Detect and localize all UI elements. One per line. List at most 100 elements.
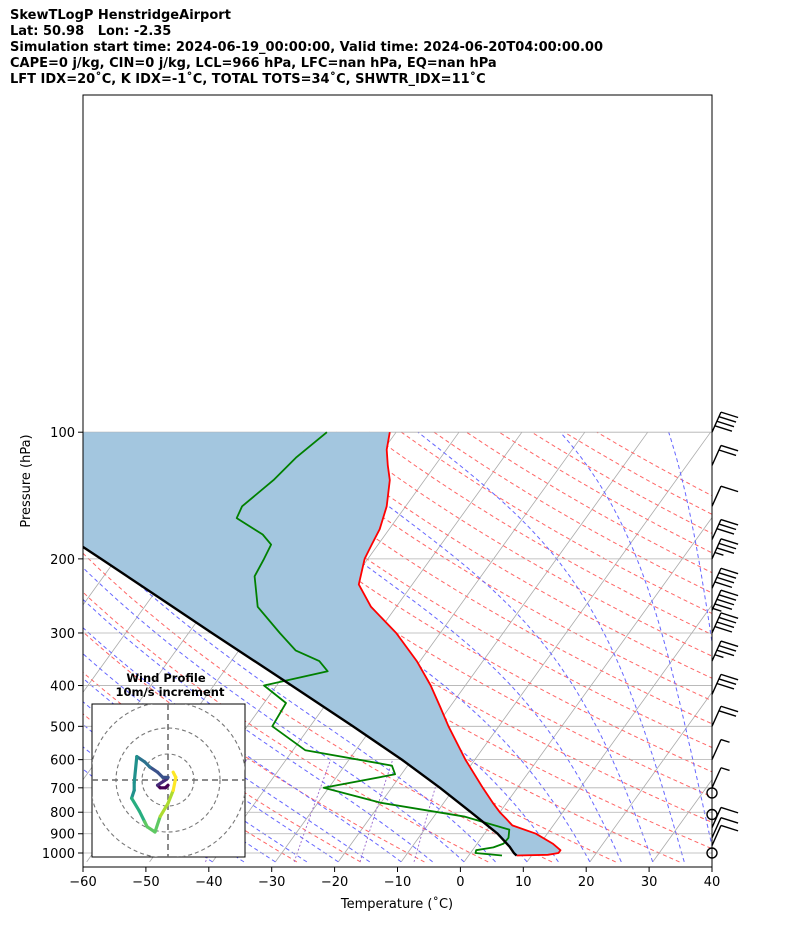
barb-staff [711,825,722,846]
dry-adiabat-line [205,431,712,749]
moist-adiabat-line [202,431,622,863]
barb-flag-full [716,420,735,428]
moist-adiabat-line [668,432,712,646]
barb-staff [711,485,722,507]
x-tick-label: −20 [321,875,348,890]
hodograph-subtitle: 10m/s increment [116,685,225,699]
wind-barb [706,787,718,799]
y-tick-label: 1000 [42,847,75,862]
axes: −60 −50 −40 −30 −20 −10 0 10 20 30 40 1000 900 800 700… [42,426,720,890]
moist-adiabat-line [740,432,778,862]
cape-cin-shading [83,432,561,856]
barb-flag-full [714,625,733,633]
y-tick-label: 200 [50,553,75,568]
wind-barb [711,767,730,789]
x-axis-label: Temperature (˚C) [340,896,453,912]
barb-flag-full [718,416,737,423]
barb-staff [711,411,722,433]
moist-adiabat-line [83,627,402,863]
hodograph-segment [166,788,175,806]
moist-adiabat-line [83,653,370,863]
barb-staff [711,767,722,789]
barb-flag-full [720,824,739,832]
x-tick-label: −50 [132,875,159,890]
barb-flag-full [720,589,739,597]
hodograph-segment [158,801,170,819]
y-axis-label: Pressure (hPa) [19,434,34,527]
moist-adiabat-line [83,437,559,863]
dry-adiabat-line [531,431,712,534]
x-tick-label: 20 [578,875,595,890]
wind-barb [711,640,739,662]
hodograph-segment [130,796,141,813]
barb-flag-full [718,572,737,579]
dry-adiabat-line [466,431,712,574]
hodograph-title: Wind Profile [126,671,206,685]
wind-barb [711,806,739,828]
barb-flag-half [714,654,724,659]
barb-flag-full [718,523,737,531]
barb-flag-full [720,640,739,648]
dry-adiabat-line [368,431,712,636]
sounding-traces [83,431,562,857]
barb-staff [711,705,722,727]
barb-flag-full [720,705,739,713]
x-tick-label: 40 [704,875,721,890]
barb-flag-full [714,603,733,610]
chart-header: SkewTLogP HenstridgeAirport Lat: 50.98 L… [10,8,603,88]
isotherm-line [337,431,649,863]
calm-wind-circle [706,847,718,859]
barb-staff [711,674,722,695]
wind-barb [706,847,718,859]
moist-adiabat-line [83,746,245,863]
barb-staff [711,567,722,589]
barb-flag-full [714,425,733,432]
dry-adiabat-line [303,431,712,679]
barb-flag-full [716,598,735,606]
barb-flag-half [714,551,724,556]
isotherm-line [275,431,586,863]
barb-flag-half [720,767,730,772]
isotherm-line [0,432,19,862]
barb-flag-full [720,444,739,452]
wind-barb [711,485,739,507]
wind-barb [711,567,739,589]
y-tick-label: 500 [50,720,75,735]
barb-flag-full [720,411,739,419]
barb-staff [711,807,722,828]
barb-flag-full [720,806,739,814]
barb-flag-full [716,682,735,690]
wind-barb [711,817,739,839]
barb-staff [711,817,722,839]
barb-flag-full [720,485,739,493]
isotherm-line [463,516,712,863]
wind-barb [711,518,739,540]
barb-flag-full [716,649,735,657]
barb-flag-full [718,594,737,601]
wind-barb [711,824,739,846]
moist-adiabat-line [83,530,496,863]
dry-adiabat-line [564,431,712,515]
x-tick-label: −60 [69,875,96,890]
barb-flag-full [718,542,737,550]
wind-barb [711,673,739,695]
barb-staff [711,739,722,760]
barb-flag-half [720,738,730,743]
calm-wind-circle [706,808,718,821]
barb-flag-full [720,673,739,681]
barb-staff [711,640,722,662]
isotherm-line [400,431,711,863]
barb-flag-half [712,607,722,612]
moist-adiabat-line [294,431,654,863]
dewpoint-line [235,431,511,857]
barb-staff [711,612,722,634]
hodograph-segment [171,775,178,793]
dry-adiabat-line [335,431,712,657]
wind-barb [711,612,739,634]
wind-barb [711,538,739,560]
dry-adiabat-line [172,431,712,773]
y-tick-label: 100 [50,426,75,441]
barb-flag-full [720,612,739,619]
time-label: Simulation start time: 2024-06-19_00:00:… [10,40,603,55]
temperature-line [357,432,562,857]
